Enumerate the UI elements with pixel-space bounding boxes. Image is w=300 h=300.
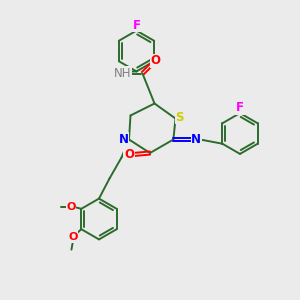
Text: O: O [68, 232, 78, 242]
Text: N: N [119, 133, 129, 146]
Text: F: F [236, 101, 244, 114]
Text: O: O [124, 148, 134, 161]
Text: F: F [133, 19, 140, 32]
Text: O: O [66, 202, 76, 212]
Text: O: O [150, 54, 161, 67]
Text: N: N [191, 133, 201, 146]
Text: S: S [176, 111, 184, 124]
Text: NH: NH [114, 67, 132, 80]
